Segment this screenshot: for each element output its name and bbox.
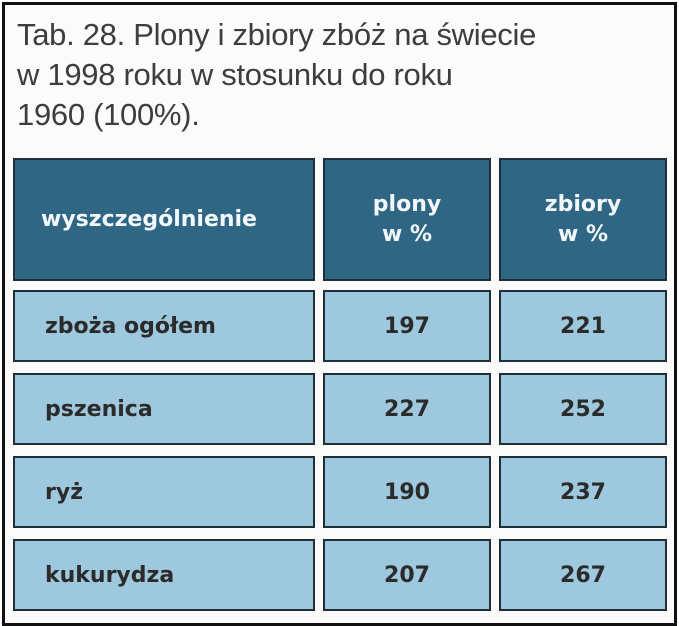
row-value-cell: 190 (323, 456, 491, 528)
row-label: zboża ogółem (45, 313, 216, 339)
row-harvest-value: 237 (560, 479, 606, 505)
header-unit-harvest: w % (557, 221, 609, 247)
title-line-2: w 1998 roku w stosunku do roku (17, 57, 453, 92)
row-yields-value: 197 (384, 313, 430, 339)
row-label-cell: ryż (13, 456, 315, 528)
header-label-yields: plony (372, 191, 442, 217)
row-value-cell: 207 (323, 539, 491, 611)
row-harvest-value: 252 (560, 396, 606, 422)
row-yields-value: 227 (384, 396, 430, 422)
row-label: kukurydza (45, 562, 175, 588)
row-label-cell: zboża ogółem (13, 290, 315, 362)
title-line-1: Tab. 28. Plony i zbiory zbóż na świecie (17, 17, 537, 52)
row-label: ryż (45, 479, 83, 505)
row-value-cell: 221 (499, 290, 667, 362)
row-label-cell: kukurydza (13, 539, 315, 611)
header-cell-yields: plony w % (323, 158, 491, 281)
row-harvest-value: 221 (560, 313, 606, 339)
row-value-cell: 237 (499, 456, 667, 528)
header-cell-category: wyszczególnienie (13, 158, 315, 281)
row-value-cell: 252 (499, 373, 667, 445)
table-title: Tab. 28. Plony i zbiory zbóż na świecie … (17, 15, 577, 135)
header-label-category: wyszczególnienie (41, 206, 257, 232)
header-unit-yields: w % (381, 221, 433, 247)
row-value-cell: 197 (323, 290, 491, 362)
title-line-3: 1960 (100%). (17, 97, 200, 132)
row-harvest-value: 267 (560, 562, 606, 588)
row-yields-value: 190 (384, 479, 430, 505)
row-label: pszenica (45, 396, 153, 422)
row-value-cell: 267 (499, 539, 667, 611)
row-value-cell: 227 (323, 373, 491, 445)
header-cell-harvest: zbiory w % (499, 158, 667, 281)
row-yields-value: 207 (384, 562, 430, 588)
row-label-cell: pszenica (13, 373, 315, 445)
header-label-harvest: zbiory (544, 191, 622, 217)
